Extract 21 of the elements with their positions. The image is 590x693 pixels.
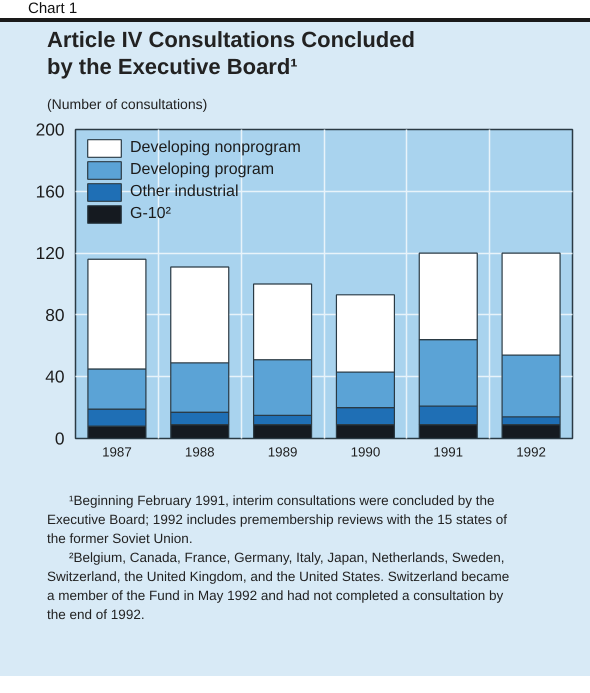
y-tick-label: 0 bbox=[54, 428, 65, 448]
y-tick-label: 200 bbox=[36, 120, 65, 140]
chart-subtitle: (Number of consultations) bbox=[47, 95, 208, 114]
caption: Chart 1 bbox=[28, 0, 78, 18]
x-tick-label: 1989 bbox=[268, 444, 298, 460]
y-tick-label: 120 bbox=[36, 243, 65, 264]
y-tick-label: 80 bbox=[45, 304, 65, 325]
legend-label: G-10² bbox=[130, 205, 171, 223]
y-tick-label: 40 bbox=[45, 366, 65, 387]
x-tick-label: 1991 bbox=[433, 444, 464, 460]
text: ²Belgium, Canada, France, Germany, Italy, Japan, Netherlands, Sweden, Switzerland, the United Kingdom, and the United States. Switzerland became a member of the Fund in May 1992 and had not completed a consultation by the end of 1992. bbox=[47, 549, 510, 624]
chart-title: Article IV Consultations Concluded by the Executive Board¹ bbox=[47, 26, 416, 80]
text: ¹Beginning February 1991, interim consultations were concluded by the Executive Board; 1992 includes premembership reviews with the 15 states of the former Soviet Union. bbox=[47, 492, 508, 548]
y-tick-label: 160 bbox=[36, 181, 65, 202]
legend-label: Other industrial bbox=[130, 183, 238, 201]
legend-label: Developing nonprogram bbox=[130, 139, 301, 157]
legend-label: Developing program bbox=[130, 161, 274, 179]
x-tick-label: 1987 bbox=[102, 444, 132, 460]
x-tick-label: 1988 bbox=[184, 444, 215, 460]
x-tick-label: 1992 bbox=[516, 444, 546, 460]
x-tick-label: 1990 bbox=[350, 444, 380, 460]
